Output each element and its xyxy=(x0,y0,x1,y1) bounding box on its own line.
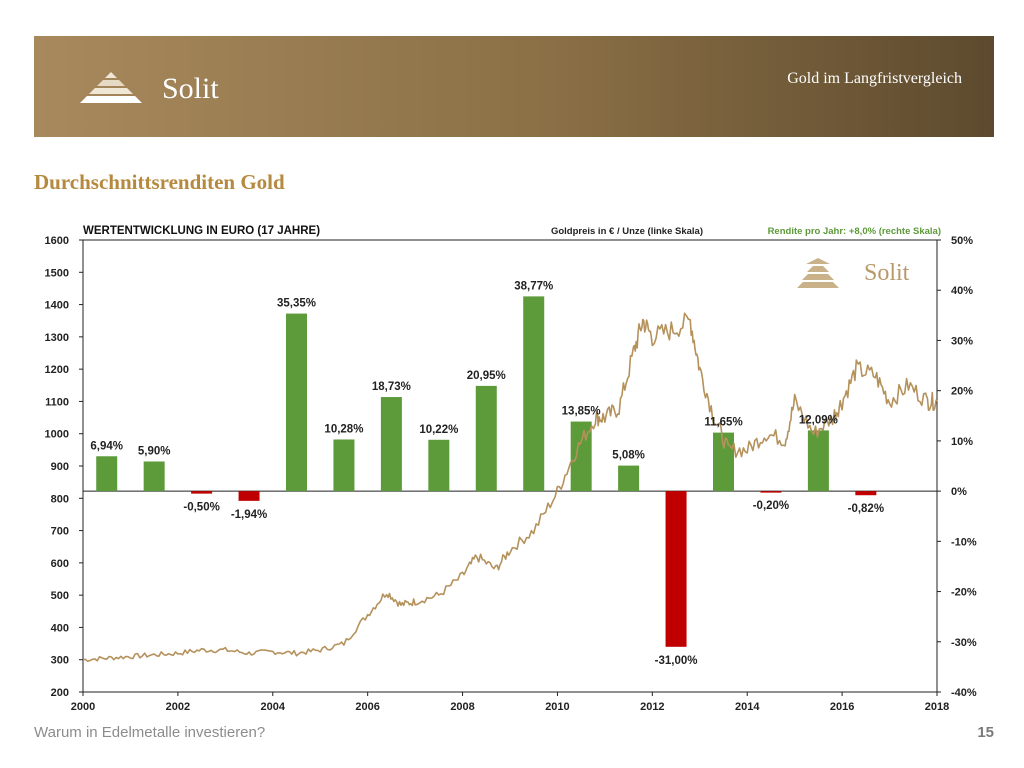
bar-data-label: 35,35% xyxy=(277,298,316,310)
return-bar xyxy=(760,491,782,493)
x-axis-tick-label: 2016 xyxy=(830,701,854,713)
left-axis-tick-label: 1000 xyxy=(45,429,69,441)
page-number: 15 xyxy=(977,724,994,741)
return-bar xyxy=(333,439,355,492)
return-bar xyxy=(96,456,118,492)
return-bar xyxy=(523,296,545,492)
right-axis-tick-label: -30% xyxy=(951,637,977,649)
return-bar xyxy=(428,439,450,492)
return-bar xyxy=(618,465,640,492)
bar-data-label: -1,94% xyxy=(231,509,267,521)
chart-watermark-logo-icon xyxy=(797,258,839,288)
left-axis-tick-label: 1500 xyxy=(45,267,69,279)
left-axis-tick-label: 300 xyxy=(51,655,69,667)
return-bar xyxy=(191,491,213,494)
x-axis-tick-label: 2000 xyxy=(71,701,95,713)
bar-data-label: 11,65% xyxy=(704,417,742,429)
bar-data-label: 5,90% xyxy=(138,445,171,457)
bar-data-label: -31,00% xyxy=(655,655,698,667)
brand-name: Solit xyxy=(162,72,219,105)
right-axis-tick-label: 30% xyxy=(951,335,973,347)
bar-data-label: 13,85% xyxy=(562,406,601,418)
return-bar xyxy=(807,430,829,492)
bar-data-label: -0,20% xyxy=(753,500,789,512)
chart-title: WERTENTWICKLUNG IN EURO (17 JAHRE) xyxy=(83,225,320,237)
return-bar xyxy=(143,461,165,492)
left-axis-tick-label: 200 xyxy=(51,687,69,699)
left-axis-tick-label: 400 xyxy=(51,622,69,634)
x-axis-tick-label: 2014 xyxy=(735,701,760,713)
left-axis-tick-label: 700 xyxy=(51,526,69,538)
x-axis-tick-label: 2012 xyxy=(640,701,664,713)
right-axis-tick-label: 50% xyxy=(951,235,973,247)
return-bar xyxy=(286,313,307,492)
bar-data-label: -0,82% xyxy=(848,503,884,515)
bar-data-label: 6,94% xyxy=(90,440,123,452)
x-axis-tick-label: 2002 xyxy=(166,701,190,713)
return-bar xyxy=(238,491,260,501)
legend-annual-return: Rendite pro Jahr: +8,0% (rechte Skala) xyxy=(768,226,941,237)
left-axis-tick-label: 1400 xyxy=(45,300,69,312)
section-title: Durchschnittsrenditen Gold xyxy=(34,170,285,194)
x-axis-tick-label: 2006 xyxy=(355,701,379,713)
bar-data-label: 10,28% xyxy=(324,423,363,435)
return-bar xyxy=(855,491,877,496)
footer-text: Warum in Edelmetalle investieren? xyxy=(34,724,266,741)
header-banner xyxy=(34,36,994,137)
x-axis-tick-label: 2004 xyxy=(261,701,286,713)
return-bar xyxy=(475,385,497,492)
bar-data-label: 20,95% xyxy=(467,370,506,382)
left-axis-tick-label: 900 xyxy=(51,461,69,473)
return-bar xyxy=(380,397,402,492)
banner-title: Gold im Langfristvergleich xyxy=(787,70,962,87)
bar-data-label: 12,09% xyxy=(799,414,838,426)
right-axis-tick-label: 20% xyxy=(951,386,973,398)
legend-gold-price: Goldpreis in € / Unze (linke Skala) xyxy=(551,226,703,237)
left-axis-tick-label: 1600 xyxy=(45,235,69,247)
x-axis-tick-label: 2010 xyxy=(545,701,569,713)
chart-watermark-text: Solit xyxy=(864,260,910,286)
right-axis-tick-label: 0% xyxy=(951,486,967,498)
right-axis-tick-label: -40% xyxy=(951,687,977,699)
return-bar xyxy=(713,432,734,492)
left-axis-tick-label: 1100 xyxy=(45,396,69,408)
bar-data-label: -0,50% xyxy=(183,502,219,514)
gold-price-line xyxy=(82,312,938,663)
left-axis-tick-label: 1300 xyxy=(45,332,69,344)
x-axis-tick-label: 2018 xyxy=(925,701,949,713)
right-axis-tick-label: -10% xyxy=(951,536,977,548)
return-bar xyxy=(665,491,687,647)
left-axis-tick-label: 600 xyxy=(51,558,69,570)
left-axis-tick-label: 500 xyxy=(51,590,69,602)
x-axis-tick-label: 2008 xyxy=(450,701,474,713)
right-axis-tick-label: 10% xyxy=(951,436,973,448)
bar-data-label: 5,08% xyxy=(612,450,645,462)
left-axis-tick-label: 800 xyxy=(51,493,69,505)
solit-logo-icon xyxy=(76,70,146,111)
bar-data-label: 10,22% xyxy=(419,424,458,436)
right-axis-tick-label: 40% xyxy=(951,285,973,297)
left-axis-tick-label: 1200 xyxy=(45,364,69,376)
bar-data-label: 18,73% xyxy=(372,381,411,393)
bar-data-label: 38,77% xyxy=(514,280,553,292)
right-axis-tick-label: -20% xyxy=(951,587,977,599)
